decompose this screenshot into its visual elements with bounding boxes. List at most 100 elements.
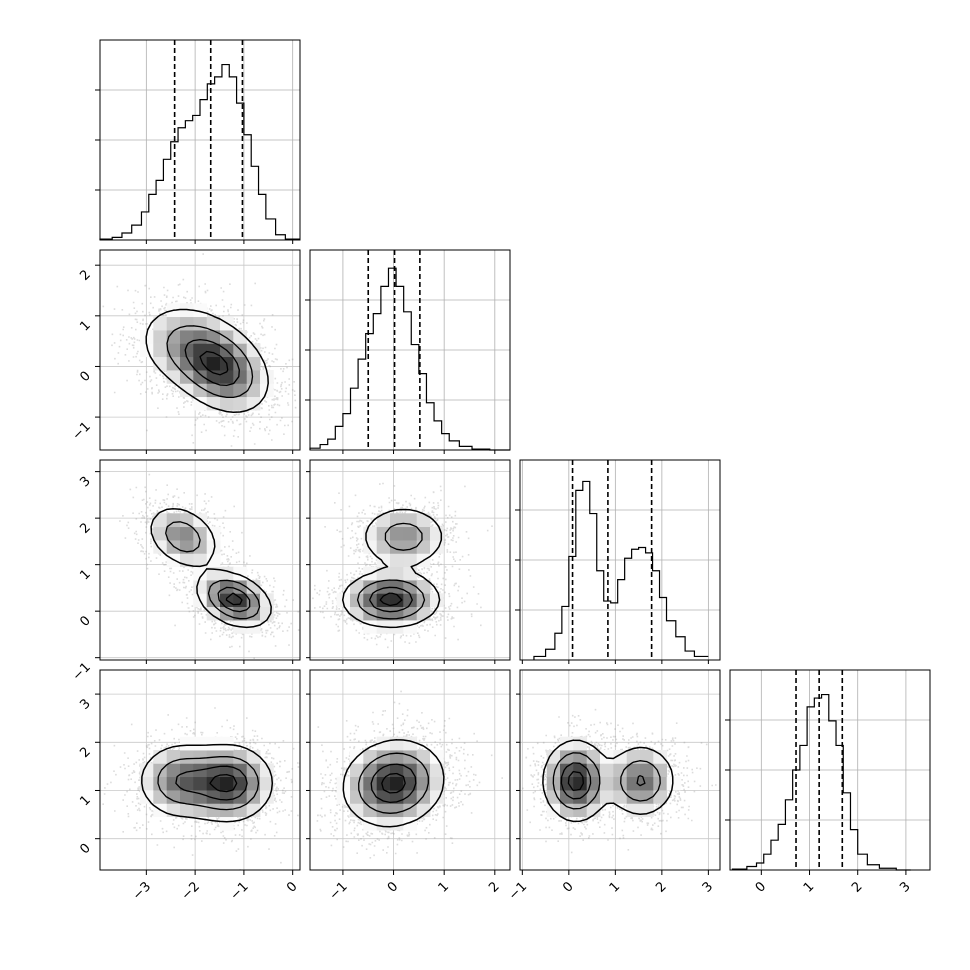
density-cell (363, 750, 378, 764)
hist-panel-0 (95, 39, 301, 241)
density-cell (376, 566, 391, 581)
density-cell (233, 330, 248, 344)
y-tick-label: −1 (70, 419, 94, 443)
x-tick-label: 2 (653, 879, 669, 895)
density-cell (653, 750, 668, 764)
joint-panel-3-2 (519, 669, 721, 871)
density-cell (180, 763, 194, 778)
density-cell (403, 620, 418, 634)
density-cell (613, 790, 628, 804)
contour-level-1 (157, 755, 260, 811)
density-cell (153, 513, 168, 528)
density-cell (246, 343, 261, 358)
density-cell (206, 580, 221, 594)
x-tick-label: −3 (130, 879, 154, 903)
x-tick-label: 0 (284, 879, 300, 895)
density-cell (246, 776, 261, 791)
density-cell (626, 776, 641, 791)
contour-level-0 (542, 739, 674, 823)
density-cell (403, 776, 418, 791)
density-cell (180, 316, 194, 331)
density-cell (390, 750, 404, 764)
density-cell (180, 330, 194, 344)
joint-frame (309, 459, 511, 661)
density-cell (193, 776, 208, 791)
density-cell (260, 370, 274, 384)
density-cell (403, 816, 418, 831)
y-tick-label: 3 (77, 696, 93, 712)
x-tick-label: 0 (753, 879, 769, 895)
density-cell (626, 750, 641, 764)
density-cell (560, 803, 574, 818)
density-cell (376, 736, 391, 751)
density-cell (586, 803, 601, 818)
density-cell (640, 763, 654, 778)
density-cell (206, 593, 221, 608)
density-cell (363, 606, 378, 621)
x-tick-label: 3 (897, 879, 913, 895)
density-cell (376, 776, 391, 791)
density-cell (363, 790, 378, 804)
density-cell (403, 803, 418, 818)
density-cell (390, 580, 404, 594)
density-cell (430, 540, 444, 554)
density-cell (153, 526, 168, 541)
y-tick-label: 1 (77, 318, 93, 334)
density-cell (206, 776, 221, 791)
density-cell (220, 816, 234, 831)
contour-level-2 (184, 338, 240, 387)
density-cell (220, 736, 234, 751)
density-cell (546, 750, 561, 764)
contour-level-2 (369, 586, 413, 613)
contour-level-2 (560, 762, 646, 800)
density-cell (206, 383, 221, 398)
density-cell (573, 790, 588, 804)
y-tick-label: 0 (77, 613, 93, 629)
y-tick-label: −1 (70, 660, 94, 684)
x-tick-label: 3 (700, 879, 716, 895)
density-cell (246, 803, 261, 818)
joint-panel-1-0 (99, 249, 301, 451)
contour-level-3 (225, 592, 243, 606)
density-cell (403, 526, 418, 541)
density-cell (430, 763, 444, 778)
x-tick-label: −2 (179, 879, 203, 903)
hist-step-2 (533, 480, 709, 660)
density-cell (586, 750, 601, 764)
density-cell (220, 566, 234, 581)
density-cell (416, 750, 431, 764)
density-cell (206, 553, 221, 568)
density-cell (246, 356, 261, 371)
density-cell (180, 383, 194, 398)
density-cell (416, 513, 431, 528)
density-cell (180, 750, 194, 764)
density-cell (166, 526, 181, 541)
density-cell (140, 343, 154, 358)
density-cell (376, 526, 391, 541)
contour-level-0 (141, 743, 274, 823)
density-cell (153, 763, 168, 778)
contour-level-1 (552, 752, 661, 810)
density-cell (403, 566, 418, 581)
density-cell (193, 580, 208, 594)
density-cell (363, 540, 378, 554)
density-cell (573, 736, 588, 751)
density-cell (166, 776, 181, 791)
density-cell (206, 343, 221, 358)
y-tick-label: 0 (77, 841, 93, 857)
density-cell (220, 383, 234, 398)
density-cell (206, 330, 221, 344)
density-cell (586, 763, 601, 778)
density-cell (233, 356, 248, 371)
density-cell (640, 750, 654, 764)
density-cell (220, 606, 234, 621)
density-cell (376, 580, 391, 594)
density-cell (390, 513, 404, 528)
density-cell (336, 790, 351, 804)
y-tick-label: 2 (77, 267, 93, 283)
density-cell (180, 776, 194, 791)
contour-level-3 (199, 350, 229, 376)
contour-level-0 (342, 739, 445, 828)
density-cell (390, 566, 404, 581)
density-cell (153, 343, 168, 358)
